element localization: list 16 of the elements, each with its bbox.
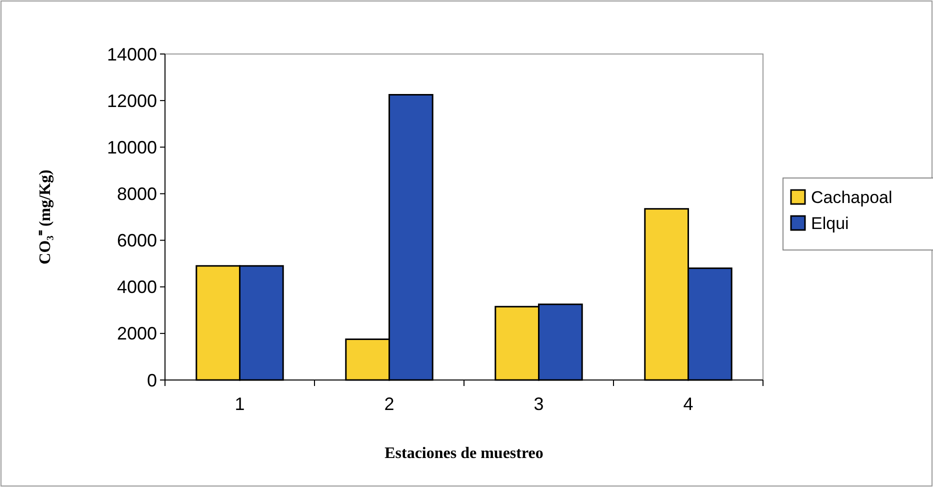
legend-label: Elqui: [811, 214, 849, 233]
x-tick-label: 2: [384, 394, 394, 414]
x-tick-label: 3: [534, 394, 544, 414]
x-tick-label: 1: [234, 394, 245, 414]
y-tick-label: 0: [146, 370, 157, 390]
y-tick-label: 6000: [116, 230, 157, 251]
y-tick-label: 4000: [116, 277, 157, 298]
y-tick-label: 14000: [106, 44, 157, 64]
y-tick-label: 12000: [106, 90, 157, 111]
x-axis-title: Estaciones de muestreo: [384, 445, 544, 462]
legend-label: Cachapoal: [811, 188, 892, 207]
y-axis-title: CO₃⁼ (mg/Kg): [37, 170, 54, 264]
x-tick-label: 4: [683, 394, 694, 414]
y-tick-label: 8000: [116, 184, 157, 204]
y-tick-label: 10000: [106, 137, 157, 158]
y-tick-label: 2000: [116, 324, 157, 344]
